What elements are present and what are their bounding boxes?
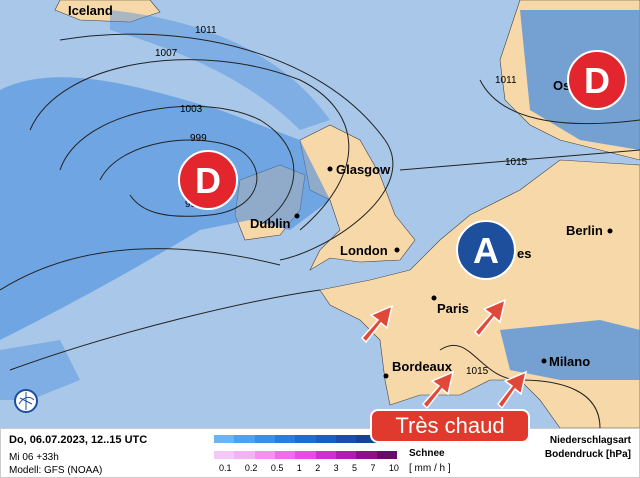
scale-tick: 3 <box>333 463 339 473</box>
snow-scale-swatch <box>335 451 357 459</box>
globe-logo-icon <box>14 389 38 413</box>
rain-scale-swatch <box>335 435 357 443</box>
snow-scale-swatch <box>274 451 296 459</box>
low-pressure-atlantic: D <box>178 150 238 210</box>
snow-scale-swatch <box>356 451 377 459</box>
precipitation <box>0 10 640 400</box>
isobar-label: 1015 <box>505 157 528 168</box>
low-pressure-scandinavia: D <box>567 50 627 110</box>
label-dublin: Dublin <box>250 216 290 231</box>
arrow-up-right-icon <box>473 298 507 338</box>
scale-tick: 10 <box>388 463 399 473</box>
isobar-label: 1007 <box>155 48 178 59</box>
snow-scale-swatch <box>254 451 275 459</box>
scale-tick: 0.2 <box>244 463 258 473</box>
pressure-label: Bodendruck [hPa] <box>544 449 631 460</box>
svg-text:D: D <box>195 160 221 201</box>
forecast-model: Modell: GFS (NOAA) <box>9 465 103 476</box>
label-glasgow: Glasgow <box>336 162 391 177</box>
isobar-label: 1011 <box>495 75 517 86</box>
legend-footer: Do, 06.07.2023, 12..15 UTC Mi 06 +33h Mo… <box>0 428 640 478</box>
svg-text:D: D <box>584 60 610 101</box>
arrow-up-right-icon <box>421 370 455 410</box>
label-berlin: Berlin <box>566 223 603 238</box>
label-iceland: Iceland <box>68 3 113 18</box>
rain-scale-swatch <box>274 435 296 443</box>
label-bordeaux: Bordeaux <box>392 359 453 374</box>
scale-tick: 5 <box>352 463 358 473</box>
arrow-up-right-icon <box>497 370 528 410</box>
scale-tick: 1 <box>296 463 302 473</box>
snow-scale-swatch <box>295 451 316 459</box>
rain-scale-swatch <box>315 435 336 443</box>
arrow-up-right-icon <box>360 304 394 344</box>
isobar-label: 999 <box>190 133 207 144</box>
scale-tick: 7 <box>370 463 376 473</box>
hot-weather-badge: Très chaud <box>370 409 530 443</box>
scale-ticks: 0.1 0.2 0.5 1 2 3 5 7 10 <box>219 463 399 473</box>
rain-scale-swatch <box>234 435 255 443</box>
snow-scale-swatch <box>376 451 397 459</box>
rain-scale-swatch <box>254 435 275 443</box>
isobar-label: 1015 <box>466 366 489 377</box>
scale-tick: 2 <box>315 463 321 473</box>
snow-scale-swatch <box>214 451 235 459</box>
forecast-run: Mi 06 +33h <box>9 452 59 463</box>
rain-scale-swatch <box>356 435 377 443</box>
rain-scale-swatch <box>214 435 235 443</box>
label-paris: Paris <box>437 301 469 316</box>
precip-type-label: Niederschlagsart <box>549 435 631 446</box>
scale-tick: 0.1 <box>219 463 232 473</box>
high-pressure-benelux: A <box>456 220 516 280</box>
snow-scale-swatch <box>234 451 255 459</box>
unit-label: [ mm / h ] <box>409 463 451 474</box>
snow-label: Schnee <box>409 448 445 459</box>
scale-tick: 0.5 <box>270 463 284 473</box>
weather-map: 1011 1007 1003 999 99 1015 1011 1015 Ice… <box>0 0 640 428</box>
label-oslo: Os <box>553 78 570 93</box>
city-labels: Iceland Glasgow Dublin London Paris Berl… <box>68 3 613 379</box>
rain-scale-swatch <box>295 435 316 443</box>
svg-text:A: A <box>473 230 499 271</box>
label-milano: Milano <box>549 354 590 369</box>
label-london: London <box>340 243 388 258</box>
forecast-date: Do, 06.07.2023, 12..15 UTC <box>9 434 148 446</box>
isobar-label: 1003 <box>180 104 203 115</box>
snow-scale-swatch <box>315 451 336 459</box>
label-bruxelles: es <box>517 246 531 261</box>
heat-arrows <box>360 298 528 410</box>
isobar-label: 1011 <box>195 25 217 36</box>
snow-scale <box>214 451 397 459</box>
